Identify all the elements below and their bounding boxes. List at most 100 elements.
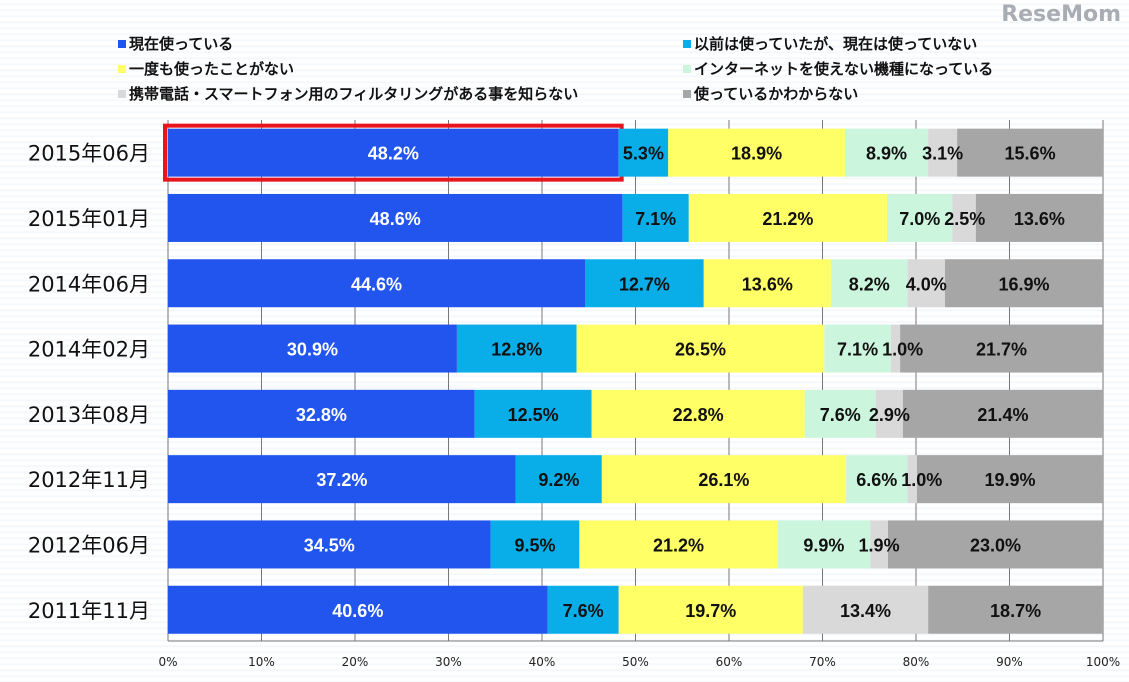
data-label: 19.7% — [685, 601, 736, 621]
bar-segment — [474, 389, 592, 438]
bar-segment — [887, 193, 953, 242]
bar-segment — [907, 455, 917, 504]
x-tick-label: 100% — [1086, 655, 1120, 669]
x-tick-label: 30% — [435, 655, 462, 669]
legend-item: 以前は使っていたが、現在は使っていない — [683, 33, 977, 54]
data-label: 22.8% — [673, 405, 724, 425]
bar-segment — [456, 324, 577, 373]
y-category-label: 2015年06月 — [28, 142, 150, 166]
data-label: 1.0% — [882, 340, 923, 360]
data-label: 34.5% — [304, 535, 355, 555]
data-label: 15.6% — [1005, 144, 1056, 164]
bar-segment — [168, 324, 457, 373]
bar-segment — [168, 259, 586, 308]
bar-segment — [168, 389, 475, 438]
bar-segment — [890, 324, 901, 373]
bar-segment — [830, 259, 908, 308]
legend-label: 携帯電話・スマートフォン用のフィルタリングがある事を知らない — [129, 85, 579, 103]
bar-segment — [668, 128, 845, 177]
x-tick-label: 0% — [158, 655, 177, 669]
legend-swatch — [683, 39, 691, 48]
y-category-label: 2014年02月 — [28, 338, 150, 362]
data-label: 12.5% — [508, 405, 559, 425]
bar-segment — [928, 128, 958, 177]
y-category-label: 2011年11月 — [28, 599, 150, 623]
bar-segment — [944, 259, 1103, 308]
data-label: 21.2% — [653, 535, 704, 555]
data-label: 16.9% — [998, 274, 1049, 294]
bar-segment — [579, 520, 778, 569]
y-category-label: 2014年06月 — [28, 272, 150, 296]
data-label: 9.9% — [803, 535, 844, 555]
bar-segment — [844, 128, 929, 177]
data-label: 8.9% — [866, 144, 907, 164]
legend-label: 使っているかわからない — [694, 85, 859, 103]
data-label: 4.0% — [906, 274, 947, 294]
bar-segment — [900, 324, 1103, 373]
bar-segment — [585, 259, 704, 308]
data-label: 2.9% — [869, 405, 910, 425]
bar-segment — [916, 455, 1103, 504]
data-label: 3.1% — [922, 144, 963, 164]
data-label: 44.6% — [351, 274, 402, 294]
bar-segment — [618, 128, 669, 177]
data-label: 21.7% — [976, 340, 1027, 360]
bar-segment — [591, 389, 805, 438]
watermark-logo: ReseMom — [1001, 2, 1121, 27]
data-label: 19.9% — [984, 470, 1035, 490]
bar-segment — [928, 585, 1103, 634]
bar-segment — [902, 389, 1103, 438]
bar-segment — [601, 455, 846, 504]
bar-segment — [622, 193, 689, 242]
data-label: 21.2% — [762, 209, 813, 229]
legend-label: 一度も使ったことがない — [129, 60, 295, 78]
data-label: 21.4% — [977, 405, 1028, 425]
data-label: 13.4% — [840, 601, 891, 621]
data-label: 7.1% — [837, 340, 878, 360]
bar-segment — [168, 455, 516, 504]
x-tick-label: 90% — [996, 655, 1023, 669]
data-label: 1.9% — [859, 535, 900, 555]
y-category-label: 2015年01月 — [28, 207, 150, 231]
data-label: 37.2% — [316, 470, 367, 490]
data-label: 48.6% — [370, 209, 421, 229]
bar-segment — [802, 585, 929, 634]
legend-swatch — [683, 64, 691, 73]
legend-swatch — [118, 64, 126, 73]
bar-segment — [688, 193, 888, 242]
bar-segment — [168, 585, 548, 634]
x-tick-label: 60% — [716, 655, 743, 669]
legend-item: 使っているかわからない — [683, 83, 858, 104]
data-label: 26.1% — [698, 470, 749, 490]
data-label: 13.6% — [742, 274, 793, 294]
data-label: 7.6% — [820, 405, 861, 425]
legend-item: 現在使っている — [118, 33, 233, 54]
bar-segment — [515, 455, 602, 504]
data-label: 12.7% — [619, 274, 670, 294]
data-label: 9.2% — [538, 470, 579, 490]
bar-segment — [957, 128, 1103, 177]
legend-swatch — [118, 89, 126, 98]
bar-segment — [168, 520, 491, 569]
x-tick-label: 20% — [342, 655, 369, 669]
legend-item: 一度も使ったことがない — [118, 58, 294, 79]
data-label: 2.5% — [944, 209, 985, 229]
bar-segment — [490, 520, 580, 569]
data-label: 13.6% — [1014, 209, 1065, 229]
data-label: 48.2% — [368, 144, 419, 164]
bar-segment — [618, 585, 803, 634]
bar-segment — [907, 259, 945, 308]
bar-segment — [547, 585, 619, 634]
legend-label: 現在使っている — [129, 35, 234, 53]
data-label: 6.6% — [856, 470, 897, 490]
bar-segment — [703, 259, 831, 308]
bar-segment — [824, 324, 891, 373]
data-label: 18.7% — [990, 601, 1041, 621]
bar-segment — [845, 455, 908, 504]
x-tick-label: 70% — [809, 655, 836, 669]
y-category-label: 2012年06月 — [28, 533, 150, 557]
x-tick-label: 10% — [248, 655, 275, 669]
data-label: 5.3% — [623, 144, 664, 164]
legend-swatch — [683, 89, 691, 98]
data-label: 26.5% — [675, 340, 726, 360]
